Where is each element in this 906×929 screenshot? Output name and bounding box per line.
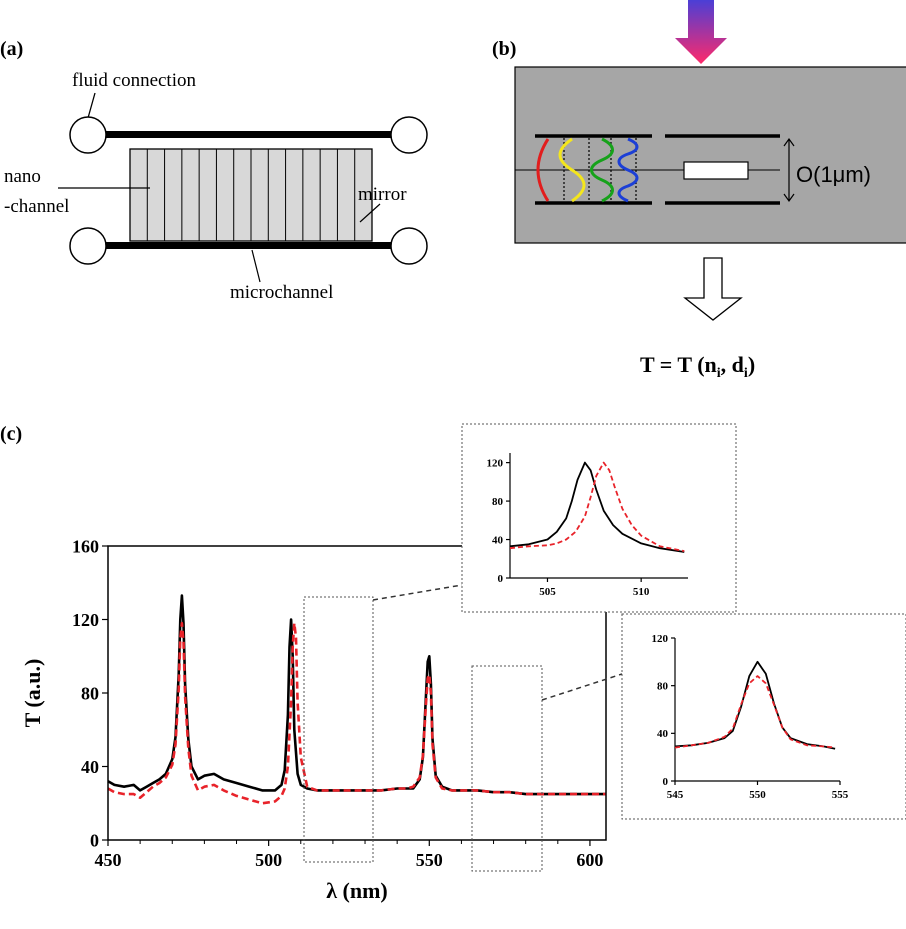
y-tick-label: 80 (492, 496, 504, 508)
y-tick-label: 0 (663, 776, 669, 788)
panel-b: (b) O(1μm) T = T (ni, di) (492, 0, 906, 381)
series-line-dashed (674, 675, 836, 749)
reservoir-bottom-right (390, 227, 428, 265)
y-tick-label: 120 (652, 633, 669, 645)
thickness-arrow-up (783, 137, 795, 147)
cavity-box (514, 66, 906, 244)
mode-2-wave (558, 137, 586, 203)
inset-chart-508: 505 510 0 40 80 120 (487, 453, 688, 598)
main-spectrum-chart: 450 500 550 600 0 40 80 120 160 λ (nm) T (a.u.) (20, 536, 607, 903)
y-tick-label: 160 (72, 536, 99, 556)
top-microchannel (95, 131, 413, 138)
x-tick-label: 505 (539, 586, 556, 598)
panel-c: (c) 450 500 550 600 0 40 80 120 160 λ (nm) T (a.… (0, 423, 906, 903)
transmission-formula: T = T (ni, di) (640, 352, 755, 381)
y-tick-label: 120 (72, 610, 99, 630)
transmission-arrow (683, 257, 743, 321)
main-plot-frame (107, 545, 607, 841)
x-tick-label: 500 (255, 850, 282, 870)
fluid-connection-label: fluid connection (72, 70, 196, 91)
nano-label-line2: -channel (4, 196, 69, 217)
series-line-solid (674, 660, 836, 750)
series-line-dashed (509, 461, 685, 552)
y-tick-label: 0 (498, 573, 504, 585)
y-tick-label: 80 (657, 681, 669, 693)
inset-550-frame (621, 613, 906, 820)
zoom-region-550 (471, 665, 543, 872)
mode-3-wave (590, 137, 614, 203)
x-tick-label: 550 (416, 850, 443, 870)
reservoir-top-left (69, 116, 107, 154)
mode-1-wave (536, 138, 550, 202)
y-tick-label: 80 (81, 683, 99, 703)
inset-chart-550: 545 550 555 0 40 80 120 (652, 633, 849, 801)
mirror-leader (359, 203, 381, 223)
bottom-microchannel (95, 242, 413, 249)
reservoir-top-right (390, 116, 428, 154)
y-tick-label: 0 (90, 830, 99, 850)
panel-b-label: (b) (492, 38, 516, 60)
zoom-region-508 (303, 596, 374, 863)
nanochannel-element (683, 161, 749, 180)
series-line-solid (509, 461, 685, 553)
zoom-connector-508 (372, 584, 463, 601)
x-tick-label: 545 (667, 789, 684, 801)
y-tick-label: 40 (657, 728, 669, 740)
y-tick-label: 40 (492, 534, 504, 546)
y-axis-title: T (a.u.) (20, 659, 45, 728)
reservoir-bottom-left (69, 227, 107, 265)
y-tick-label: 40 (81, 757, 99, 777)
nano-label-line1: nano (4, 166, 41, 187)
panel-a: (a) fluid connection nano -channel mirro… (0, 38, 428, 303)
inset-508-frame (461, 423, 737, 613)
mirror-label: mirror (358, 184, 407, 205)
microchannel-label: microchannel (230, 282, 333, 303)
zoom-connector-550 (541, 673, 623, 701)
panel-a-label: (a) (0, 38, 23, 60)
mode-4-wave (617, 137, 639, 203)
nanochannel-dividers (146, 149, 356, 241)
series-line-dashed (107, 621, 606, 805)
incident-light-arrow (675, 0, 727, 64)
x-tick-label: 450 (95, 850, 122, 870)
panel-c-label: (c) (0, 423, 22, 445)
x-tick-label: 510 (633, 586, 650, 598)
x-tick-label: 550 (749, 789, 766, 801)
x-axis-title: λ (nm) (326, 878, 388, 903)
scale-label: O(1μm) (796, 162, 871, 187)
thickness-arrow-down (783, 193, 795, 203)
x-tick-label: 555 (832, 789, 849, 801)
x-tick-label: 600 (576, 850, 603, 870)
fluid-connection-leader (87, 92, 96, 119)
microchannel-leader (251, 249, 261, 283)
y-tick-label: 120 (487, 457, 504, 469)
